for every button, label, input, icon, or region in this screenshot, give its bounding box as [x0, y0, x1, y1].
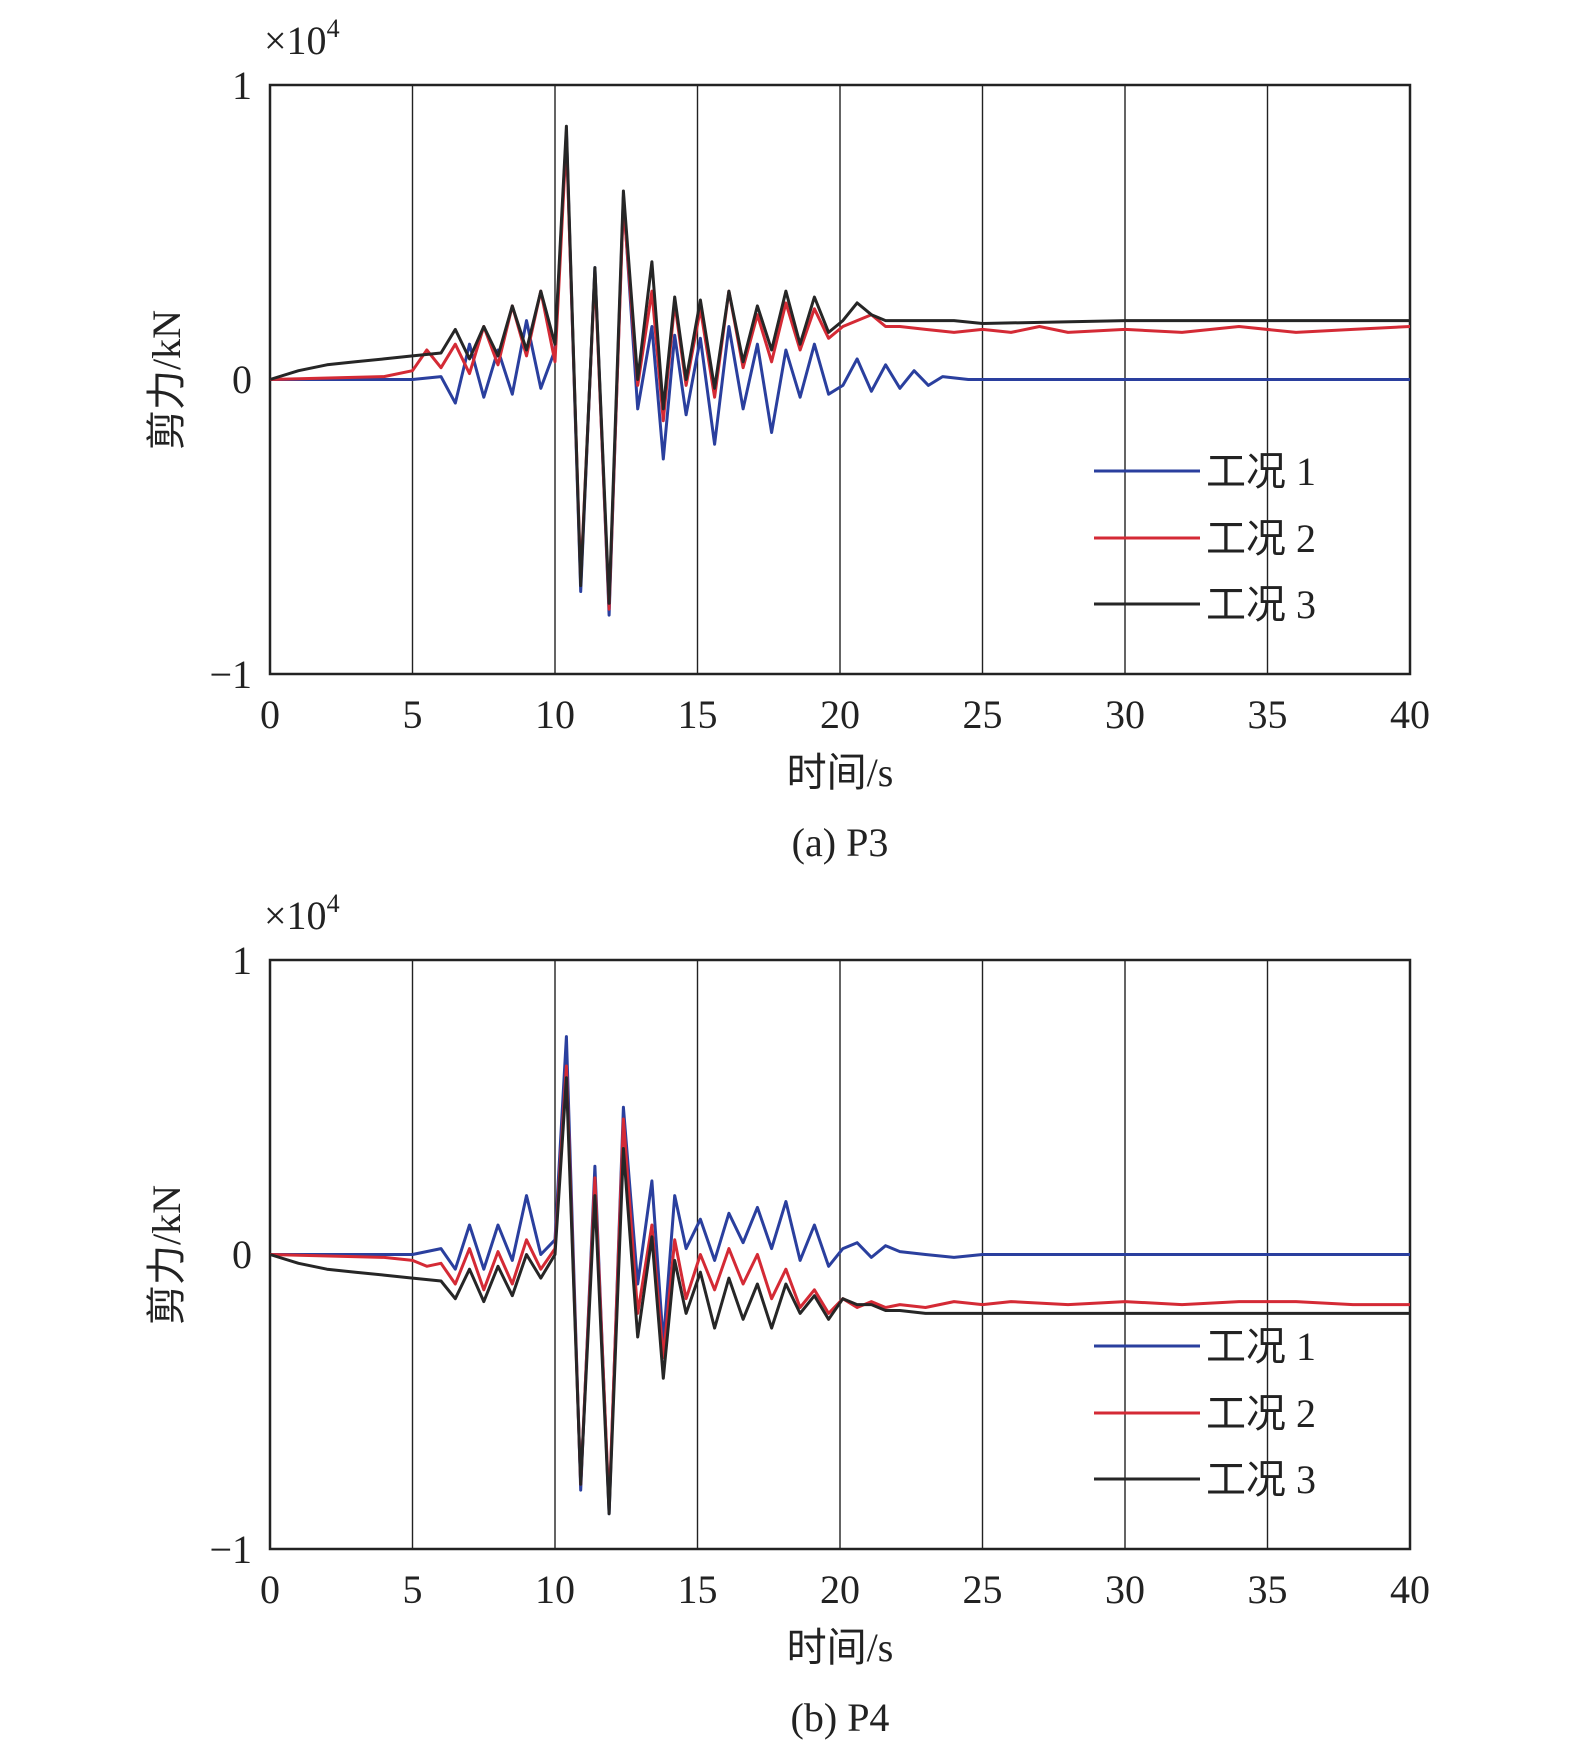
panel-caption: (b) P4 — [791, 1695, 890, 1740]
y-tick-label: 0 — [232, 357, 252, 402]
y-tick-label: −1 — [209, 652, 252, 697]
x-tick-label: 35 — [1248, 1567, 1288, 1612]
x-tick-label: 5 — [403, 1567, 423, 1612]
panel-caption: (a) P3 — [792, 820, 889, 865]
y-tick-labels: −1 0 1 — [209, 63, 252, 697]
x-tick-labels: 0 5 10 15 20 25 30 35 40 — [260, 692, 1430, 737]
legend-label-case-2: 工况 2 — [1206, 1391, 1316, 1436]
legend-label-case-2: 工况 2 — [1206, 516, 1316, 561]
series-line-case-2 — [269, 1064, 1410, 1510]
x-tick-label: 0 — [260, 1567, 280, 1612]
legend-label-case-1: 工况 1 — [1206, 449, 1316, 494]
x-tick-label: 40 — [1390, 692, 1430, 737]
legend: 工况 1 工况 2 工况 3 — [1094, 449, 1316, 627]
series-lines — [269, 1035, 1410, 1516]
legend-label-case-3: 工况 3 — [1206, 582, 1316, 627]
x-tick-label: 35 — [1248, 692, 1288, 737]
series-line-case-3 — [269, 1076, 1410, 1516]
y-tick-labels: −1 0 1 — [209, 938, 252, 1572]
y-tick-label: 0 — [232, 1232, 252, 1277]
gridlines — [411, 85, 1269, 674]
x-tick-label: 20 — [820, 1567, 860, 1612]
x-tick-label: 40 — [1390, 1567, 1430, 1612]
x-tick-label: 0 — [260, 692, 280, 737]
x-tick-labels: 0 5 10 15 20 25 30 35 40 — [260, 1567, 1430, 1612]
y-axis-label: 剪力/kN — [144, 310, 189, 450]
x-tick-label: 10 — [535, 1567, 575, 1612]
x-tick-label: 30 — [1105, 692, 1145, 737]
x-axis-label: 时间/s — [787, 1625, 894, 1670]
y-multiplier: ×104 — [264, 14, 340, 63]
x-tick-label: 5 — [403, 692, 423, 737]
chart-panel-b: 0 5 10 15 20 25 30 35 40 −1 0 1 ×104 剪力/… — [144, 889, 1430, 1740]
y-tick-label: −1 — [209, 1527, 252, 1572]
x-axis-label: 时间/s — [787, 750, 894, 795]
x-tick-label: 15 — [678, 692, 718, 737]
x-tick-label: 15 — [678, 1567, 718, 1612]
y-multiplier-exponent: 4 — [327, 889, 340, 918]
x-tick-label: 10 — [535, 692, 575, 737]
y-tick-label: 1 — [232, 938, 252, 983]
series-line-case-1 — [270, 130, 1410, 617]
legend: 工况 1 工况 2 工况 3 — [1094, 1324, 1316, 1502]
series-line-case-1 — [270, 1035, 1410, 1516]
legend-label-case-1: 工况 1 — [1206, 1324, 1316, 1369]
x-tick-label: 20 — [820, 692, 860, 737]
x-tick-label: 25 — [963, 1567, 1003, 1612]
y-tick-label: 1 — [232, 63, 252, 108]
series-line-case-3 — [269, 124, 1410, 605]
chart-panel-a: 0 5 10 15 20 25 30 35 40 −1 0 1 ×104 剪力/… — [144, 14, 1430, 865]
y-axis-label: 剪力/kN — [144, 1185, 189, 1325]
y-multiplier: ×104 — [264, 889, 340, 938]
y-multiplier-exponent: 4 — [327, 14, 340, 43]
legend-label-case-3: 工况 3 — [1206, 1457, 1316, 1502]
x-tick-label: 25 — [963, 692, 1003, 737]
x-tick-label: 30 — [1105, 1567, 1145, 1612]
series-lines — [269, 124, 1411, 617]
